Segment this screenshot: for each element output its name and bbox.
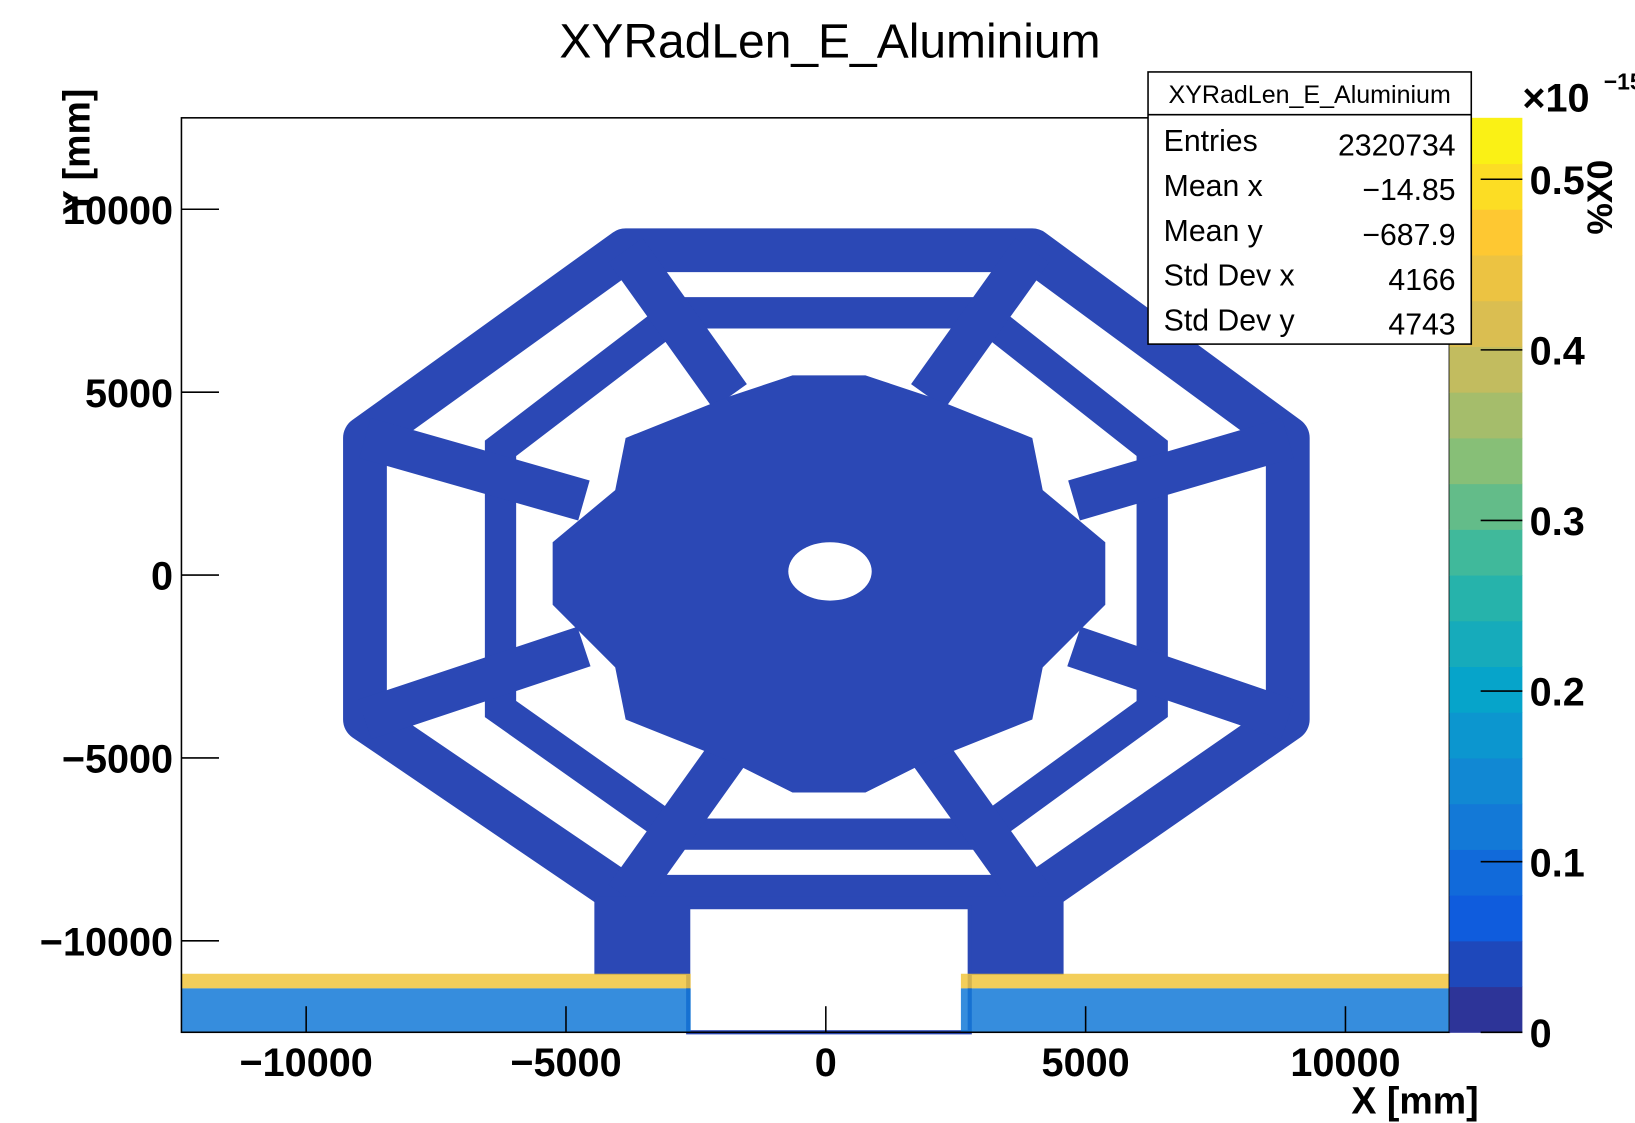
stats-box: XYRadLen_E_Aluminium Entries 2320734 Mean … [1148, 72, 1471, 344]
colorbar-band [1449, 895, 1522, 941]
colorbar-band [1449, 849, 1522, 895]
z-exponent: −15 [1604, 69, 1635, 95]
chart-title: XYRadLen_E_Aluminium [559, 15, 1100, 68]
central-hole [788, 542, 871, 600]
colorbar-band [1449, 758, 1522, 804]
colorbar-band [1449, 987, 1522, 1033]
stats-value: 2320734 [1338, 129, 1456, 162]
heatmap-cell [181, 974, 690, 989]
colorbar-band [1449, 941, 1522, 987]
z-tick-label: 0.4 [1530, 329, 1585, 373]
z-tick-label: 0.3 [1530, 500, 1585, 544]
stats-name: Std Dev x [1164, 260, 1295, 293]
colorbar-band [1449, 621, 1522, 667]
stats-name: Entries [1164, 125, 1258, 158]
x-tick-label: 0 [815, 1041, 837, 1085]
detector-pit [688, 907, 970, 1032]
colorbar-band [1449, 667, 1522, 713]
colorbar-band [1449, 529, 1522, 575]
stats-name: Mean x [1164, 170, 1263, 203]
stats-title: XYRadLen_E_Aluminium [1169, 81, 1451, 109]
colorbar-band [1449, 712, 1522, 758]
colorbar-band [1449, 438, 1522, 484]
heatmap-cell [181, 988, 690, 1032]
z-tick-label: 0.1 [1530, 841, 1585, 885]
colorbar-band [1449, 346, 1522, 392]
colorbar-band [1449, 575, 1522, 621]
stats-name: Mean y [1164, 215, 1264, 248]
y-tick-label: −10000 [40, 920, 173, 964]
x-tick-label: 10000 [1290, 1041, 1400, 1085]
z-exponent-base: ×10 [1522, 77, 1589, 121]
colorbar-band [1449, 804, 1522, 850]
chart: XYRadLen_E_Aluminium 0 0.1 0.2 0.3 0.4 0.5 X … [0, 0, 1635, 1123]
y-tick-label: 10000 [63, 189, 173, 233]
heatmap-cell [961, 988, 1449, 1032]
y-tick-label: −5000 [62, 738, 173, 782]
x-tick-label: −10000 [240, 1041, 373, 1085]
x-axis-title: X [mm] [1351, 1080, 1478, 1122]
stats-value: 4743 [1388, 309, 1455, 342]
x-tick-label: 5000 [1042, 1041, 1130, 1085]
stats-frame [1148, 72, 1471, 344]
stats-value: −14.85 [1362, 174, 1455, 207]
heatmap-cell [961, 974, 1449, 989]
colorbar-band [1449, 392, 1522, 438]
z-tick-label: 0 [1530, 1012, 1552, 1056]
y-tick-label: 5000 [85, 372, 173, 416]
colorbar-band [1449, 484, 1522, 530]
stats-value: −687.9 [1362, 219, 1455, 252]
z-tick-label: 0.2 [1530, 671, 1585, 715]
x-tick-label: −5000 [510, 1041, 621, 1085]
stats-name: Std Dev y [1164, 305, 1296, 338]
z-tick-label: 0.5 [1530, 159, 1585, 203]
y-tick-label: 0 [151, 555, 173, 599]
z-axis-title: %X0 [1580, 160, 1620, 235]
stats-value: 4166 [1388, 264, 1455, 297]
